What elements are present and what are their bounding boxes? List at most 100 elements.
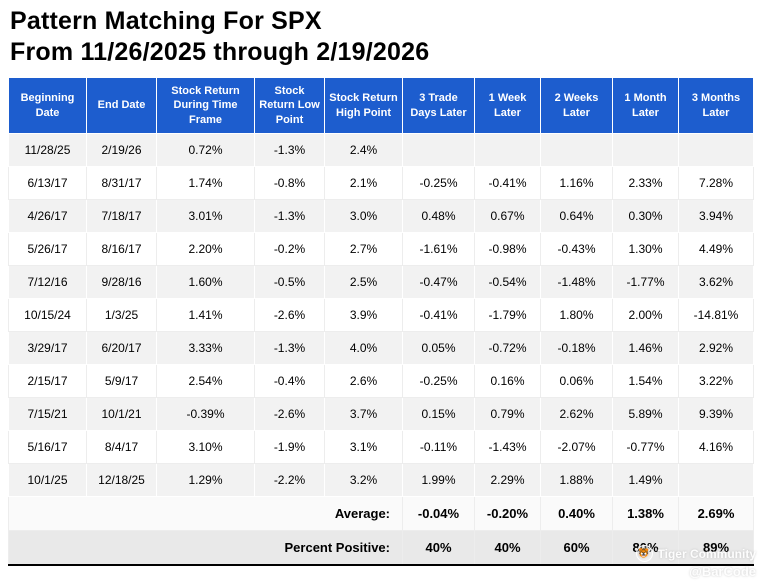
percent-positive-value: 40% — [402, 530, 475, 566]
table-cell: 3.7% — [324, 397, 403, 431]
pattern-matching-table: Beginning Date End Date Stock Return Durin… — [8, 77, 754, 566]
percent-positive-value: 89% — [678, 530, 754, 566]
table-cell: 5/16/17 — [8, 430, 87, 464]
column-header: 3 Months Later — [678, 77, 754, 134]
table-row: 3/29/17 6/20/17 3.33% -1.3% 4.0% 0.05% -0.72% -… — [8, 331, 754, 365]
table-cell: -1.48% — [540, 265, 613, 299]
average-value: 1.38% — [612, 496, 679, 531]
table-cell: 1.99% — [402, 463, 475, 497]
table-cell: 2.92% — [678, 331, 754, 365]
table-cell: 3.2% — [324, 463, 403, 497]
percent-positive-row: Percent Positive: 40% 40% 60% 80% 89% — [8, 530, 754, 566]
table-cell: -1.43% — [474, 430, 541, 464]
average-value: -0.04% — [402, 496, 475, 531]
column-header: End Date — [86, 77, 157, 134]
table-cell: 11/28/25 — [8, 133, 87, 167]
table-header-row: Beginning Date End Date Stock Return Durin… — [8, 77, 754, 134]
table-cell: -0.41% — [474, 166, 541, 200]
table-cell: 1.49% — [612, 463, 679, 497]
table-cell: -0.43% — [540, 232, 613, 266]
table-cell: 3/29/17 — [8, 331, 87, 365]
table-row: 11/28/25 2/19/26 0.72% -1.3% 2.4% — [8, 133, 754, 167]
table-cell: 7.28% — [678, 166, 754, 200]
table-cell: 1.30% — [612, 232, 679, 266]
table-cell: 2.5% — [324, 265, 403, 299]
table-cell: 0.05% — [402, 331, 475, 365]
table-cell — [678, 463, 754, 497]
table-row: 5/16/17 8/4/17 3.10% -1.9% 3.1% -0.11% -1.43% -… — [8, 430, 754, 464]
table-cell: -0.25% — [402, 364, 475, 398]
table-cell: 2.1% — [324, 166, 403, 200]
table-cell: 3.0% — [324, 199, 403, 233]
table-cell — [474, 133, 541, 167]
table-cell: -0.41% — [402, 298, 475, 332]
column-header: Stock Return High Point — [324, 77, 403, 134]
table-row: 2/15/17 5/9/17 2.54% -0.4% 2.6% -0.25% 0.16% 0.… — [8, 364, 754, 398]
table-cell: 1.16% — [540, 166, 613, 200]
table-cell: 1/3/25 — [86, 298, 157, 332]
column-header: Stock Return During Time Frame — [156, 77, 255, 134]
table-cell: 3.1% — [324, 430, 403, 464]
table-cell: 2.7% — [324, 232, 403, 266]
table-cell: 0.15% — [402, 397, 475, 431]
table-row: 10/15/24 1/3/25 1.41% -2.6% 3.9% -0.41% -1.79%… — [8, 298, 754, 332]
table-cell: 2.6% — [324, 364, 403, 398]
table-cell: -1.3% — [254, 331, 325, 365]
table-cell: -0.98% — [474, 232, 541, 266]
table-cell: 9.39% — [678, 397, 754, 431]
average-value: 0.40% — [540, 496, 613, 531]
table-cell: 8/16/17 — [86, 232, 157, 266]
table-cell: -2.6% — [254, 397, 325, 431]
table-cell: -2.2% — [254, 463, 325, 497]
table-cell: 10/1/21 — [86, 397, 157, 431]
average-label: Average: — [8, 496, 403, 531]
table-cell: -14.81% — [678, 298, 754, 332]
table-cell: -1.79% — [474, 298, 541, 332]
table-cell: 8/31/17 — [86, 166, 157, 200]
table-cell: 4.16% — [678, 430, 754, 464]
table-cell: -0.47% — [402, 265, 475, 299]
table-cell: 3.10% — [156, 430, 255, 464]
table-cell: -0.25% — [402, 166, 475, 200]
table-cell: -1.61% — [402, 232, 475, 266]
page-title-line2: From 11/26/2025 through 2/19/2026 — [10, 37, 430, 66]
table-cell: -0.4% — [254, 364, 325, 398]
table-cell: -0.11% — [402, 430, 475, 464]
page-title: Pattern Matching For SPX From 11/26/2025… — [10, 6, 768, 67]
table-cell: 3.33% — [156, 331, 255, 365]
table-cell: 0.79% — [474, 397, 541, 431]
table-cell — [402, 133, 475, 167]
table-cell: -0.8% — [254, 166, 325, 200]
table-cell: 9/28/16 — [86, 265, 157, 299]
percent-positive-label: Percent Positive: — [8, 530, 403, 566]
table-cell: 4.0% — [324, 331, 403, 365]
table-cell: 3.62% — [678, 265, 754, 299]
average-value: -0.20% — [474, 496, 541, 531]
table-cell: 10/1/25 — [8, 463, 87, 497]
table-cell: 4/26/17 — [8, 199, 87, 233]
table-cell: 5/26/17 — [8, 232, 87, 266]
table-cell: -0.39% — [156, 397, 255, 431]
table-cell: 0.64% — [540, 199, 613, 233]
table-cell: 3.9% — [324, 298, 403, 332]
column-header: 3 Trade Days Later — [402, 77, 475, 134]
table-cell: 2.33% — [612, 166, 679, 200]
table-cell: 10/15/24 — [8, 298, 87, 332]
table-cell: -0.18% — [540, 331, 613, 365]
column-header: Beginning Date — [8, 77, 87, 134]
table-cell: 2.20% — [156, 232, 255, 266]
column-header: 1 Month Later — [612, 77, 679, 134]
table-cell: 1.41% — [156, 298, 255, 332]
table-cell: 6/13/17 — [8, 166, 87, 200]
table-cell — [540, 133, 613, 167]
table-cell: 5.89% — [612, 397, 679, 431]
table-cell: 1.54% — [612, 364, 679, 398]
table-cell: 1.46% — [612, 331, 679, 365]
column-header: Stock Return Low Point — [254, 77, 325, 134]
table-cell: -1.3% — [254, 133, 325, 167]
column-header: 1 Week Later — [474, 77, 541, 134]
table-cell: -1.3% — [254, 199, 325, 233]
table-cell: 5/9/17 — [86, 364, 157, 398]
table-cell: -0.5% — [254, 265, 325, 299]
table-cell: -0.77% — [612, 430, 679, 464]
